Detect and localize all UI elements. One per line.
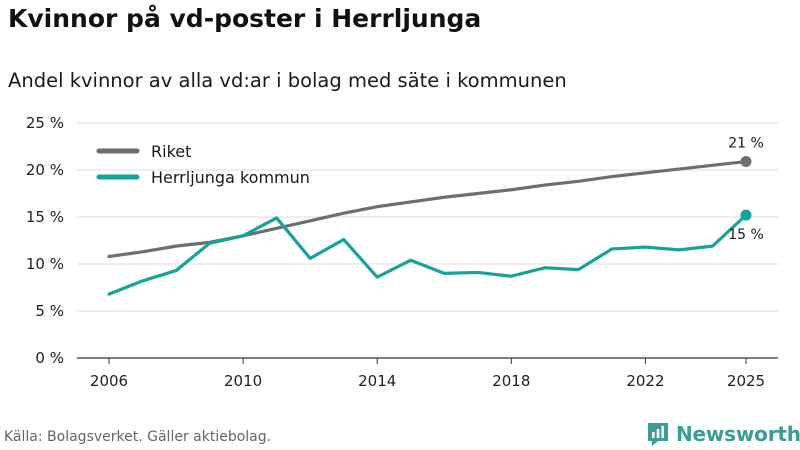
x-tick-label: 2018	[492, 372, 530, 390]
newsworthy-logo-icon	[648, 423, 668, 446]
chart-title: Kvinnor på vd-poster i Herrljunga	[8, 4, 482, 33]
chart-subtitle: Andel kvinnor av alla vd:ar i bolag med …	[8, 69, 567, 92]
line-chart: 0 % 5 % 10 % 15 % 20 % 25 % 2006 2010 2014 2018 20…	[26, 114, 778, 390]
x-tick-label: 2006	[90, 372, 128, 390]
y-tick-label: 0 %	[35, 349, 64, 367]
y-tick-label: 20 %	[26, 161, 64, 179]
y-tick-label: 25 %	[26, 114, 64, 132]
x-tick-label: 2014	[358, 372, 396, 390]
x-tick-label: 2010	[224, 372, 262, 390]
brand-name: Newsworthy	[676, 422, 800, 446]
end-label: 21 %	[728, 136, 764, 152]
y-tick-label: 15 %	[26, 208, 64, 226]
x-tick-label: 2022	[626, 372, 664, 390]
source-note: Källa: Bolagsverket. Gäller aktiebolag.	[4, 429, 272, 445]
legend-label: Herrljunga kommun	[151, 168, 310, 187]
y-tick-label: 5 %	[35, 302, 64, 320]
legend-label: Riket	[151, 142, 191, 161]
end-marker	[740, 209, 752, 221]
y-tick-label: 10 %	[26, 255, 64, 273]
series-line-1	[107, 213, 748, 296]
end-marker	[740, 156, 752, 168]
end-label: 15 %	[728, 227, 764, 243]
x-tick-label: 2025	[727, 372, 765, 390]
brand-logo: Newsworthy	[646, 420, 800, 448]
